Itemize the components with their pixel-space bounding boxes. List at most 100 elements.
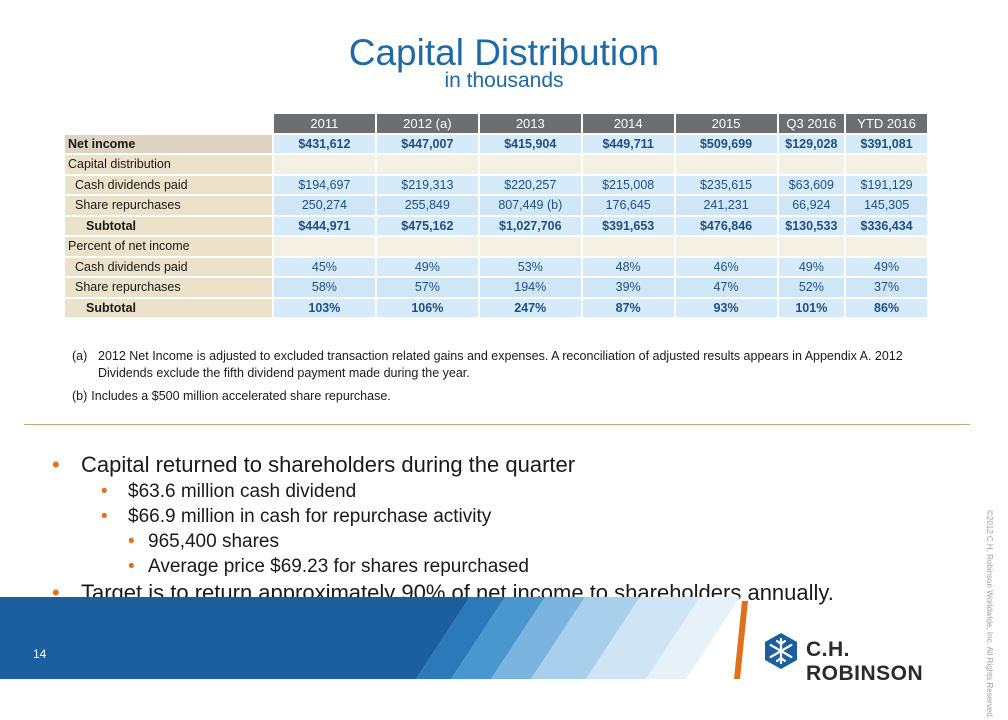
row-label: Share repurchases (65, 278, 272, 297)
table-cell (273, 237, 375, 256)
table-row: Net income $431,612 $447,007 $415,904 $449,7… (65, 134, 927, 153)
page-subtitle: in thousands (444, 69, 564, 92)
table-cell: $391,653 (582, 216, 674, 235)
bullet-text: 965,400 shares (148, 531, 279, 552)
table-cell (582, 237, 674, 256)
table-cell: 66,924 (778, 196, 845, 215)
bullet-item: • $63.6 million cash dividend (52, 479, 952, 504)
table-row: Subtotal 103% 106% 247% 87% 93% 101% 86% (65, 298, 927, 317)
logo-wordmark: C.H. ROBINSON (806, 638, 924, 685)
table-cell: $63,609 (778, 175, 845, 194)
table-cell: 39% (582, 278, 674, 297)
table-cell: 86% (846, 298, 927, 317)
table-row: Percent of net income (65, 237, 927, 256)
robinson-snowflake-icon (765, 633, 797, 669)
table-cell (273, 155, 375, 174)
table-cell: $129,028 (778, 134, 845, 153)
table-cell: $431,612 (273, 134, 375, 153)
table-row: Capital distribution (65, 155, 927, 174)
bullet-text: Capital returned to shareholders during … (81, 452, 576, 477)
table-cell (778, 155, 845, 174)
footer-band (0, 597, 748, 679)
table-cell: $476,846 (675, 216, 777, 235)
capital-distribution-table: 2011 2012 (a) 2013 2014 2015 Q3 2016 YTD… (63, 112, 929, 319)
table-cell (376, 155, 478, 174)
table-cell: $191,129 (846, 175, 927, 194)
bullet-text: $66.9 million in cash for repurchase act… (128, 506, 492, 527)
table-cell (675, 237, 777, 256)
bullet-item: • Average price $69.23 for shares repurch… (52, 554, 952, 579)
table-header-row: 2011 2012 (a) 2013 2014 2015 Q3 2016 YTD… (65, 114, 927, 133)
table-header-cell: 2012 (a) (376, 114, 478, 133)
table-cell: 250,274 (273, 196, 375, 215)
table-row: Share repurchases 250,274 255,849 807,449 (… (65, 196, 927, 215)
table-cell: 255,849 (376, 196, 478, 215)
page-title: Capital Distribution (348, 32, 660, 73)
footnote-key: (a) (72, 349, 88, 363)
table-cell: 37% (846, 278, 927, 297)
table-row: Cash dividends paid 45% 49% 53% 48% 46% 49% 49% (65, 257, 927, 276)
table-cell: $1,027,706 (479, 216, 581, 235)
section-divider (24, 424, 970, 425)
table-cell: $449,711 (582, 134, 674, 153)
table-cell (479, 155, 581, 174)
footnote-text: 2012 Net Income is adjusted to excluded … (98, 349, 903, 380)
table-cell: $509,699 (675, 134, 777, 153)
company-logo: C.H. ROBINSON (762, 632, 962, 685)
table-header-cell: 2014 (582, 114, 674, 133)
table-cell: 48% (582, 257, 674, 276)
table-cell (675, 155, 777, 174)
table-cell: $447,007 (376, 134, 478, 153)
table-cell: 176,645 (582, 196, 674, 215)
page-number: 14 (33, 647, 47, 661)
table-row: Share repurchases 58% 57% 194% 39% 47% 52% 37% (65, 278, 927, 297)
table-cell: 241,231 (675, 196, 777, 215)
table-cell: 247% (479, 298, 581, 317)
table-cell: 103% (273, 298, 375, 317)
table-cell: $235,615 (675, 175, 777, 194)
table-cell: 52% (778, 278, 845, 297)
table-header-cell: 2015 (675, 114, 777, 133)
table-row: Cash dividends paid $194,697 $219,313 $220,… (65, 175, 927, 194)
table-cell (582, 155, 674, 174)
table-cell: 58% (273, 278, 375, 297)
row-label: Subtotal (65, 298, 272, 317)
row-label: Cash dividends paid (65, 257, 272, 276)
bullet-dot-icon: • (128, 556, 135, 577)
table-header-cell: 2013 (479, 114, 581, 133)
table-cell: 194% (479, 278, 581, 297)
table-cell: 49% (778, 257, 845, 276)
table-cell: $415,904 (479, 134, 581, 153)
table-row: Subtotal $444,971 $475,162 $1,027,706 $391,6… (65, 216, 927, 235)
table-cell: $444,971 (273, 216, 375, 235)
bullet-text: $63.6 million cash dividend (128, 481, 357, 502)
table-cell: $220,257 (479, 175, 581, 194)
table-cell: 101% (778, 298, 845, 317)
bullet-text: Average price $69.23 for shares repurcha… (148, 556, 529, 577)
footnotes: (a) 2012 Net Income is adjusted to exclu… (72, 348, 922, 411)
table-cell: $130,533 (778, 216, 845, 235)
table-cell: 106% (376, 298, 478, 317)
table-cell: 47% (675, 278, 777, 297)
footnote-b: (b) Includes a $500 million accelerated … (72, 388, 922, 405)
bullet-item: • 965,400 shares (52, 529, 952, 554)
footnote-text: Includes a $500 million accelerated shar… (91, 389, 391, 403)
bullet-item: • $66.9 million in cash for repurchase ac… (52, 504, 952, 529)
table-cell: 93% (675, 298, 777, 317)
row-label: Share repurchases (65, 196, 272, 215)
table-cell (479, 237, 581, 256)
footnote-a: (a) 2012 Net Income is adjusted to exclu… (72, 348, 922, 382)
row-label: Capital distribution (65, 155, 272, 174)
bullet-list: • Capital returned to shareholders during… (52, 451, 952, 607)
row-label: Subtotal (65, 216, 272, 235)
table-cell: $475,162 (376, 216, 478, 235)
table-header-cell: 2011 (273, 114, 375, 133)
table-header-blank (65, 114, 272, 133)
footnote-key: (b) (72, 389, 88, 403)
bullet-dot-icon: • (101, 506, 108, 527)
table-cell: 46% (675, 257, 777, 276)
bullet-dot-icon: • (52, 452, 60, 477)
table-cell: $336,434 (846, 216, 927, 235)
row-label: Percent of net income (65, 237, 272, 256)
table-cell: $215,008 (582, 175, 674, 194)
